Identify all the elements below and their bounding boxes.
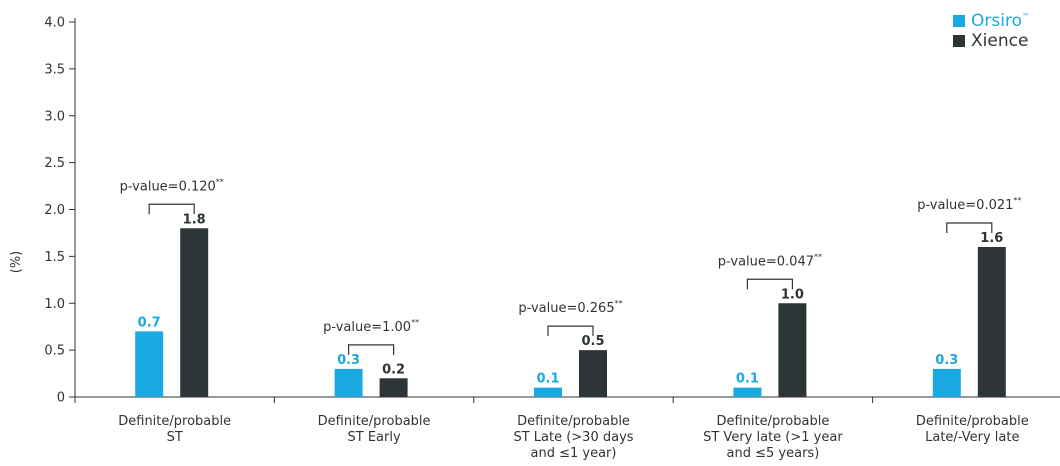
x-category-label-line: Definite/probable bbox=[916, 414, 1029, 429]
x-category-label-line: Definite/probable bbox=[716, 414, 829, 429]
p-value-text: p-value=0.265** bbox=[518, 299, 622, 316]
x-category-label-line: and ≤5 years) bbox=[727, 446, 820, 461]
legend-series-name: Orsiro bbox=[971, 11, 1022, 31]
y-tick-label: 3.0 bbox=[44, 109, 65, 124]
orsiro-legend-swatch bbox=[953, 15, 965, 27]
orsiro-data-label: 0.1 bbox=[736, 372, 759, 387]
y-tick-label: 3.5 bbox=[44, 62, 65, 77]
x-category-label-line: Definite/probable bbox=[517, 414, 630, 429]
xience-bar bbox=[778, 303, 807, 397]
orsiro-bar bbox=[932, 368, 961, 397]
xience-data-label: 1.8 bbox=[183, 212, 206, 227]
xience-bar bbox=[579, 350, 607, 397]
p-value-number: p-value=1.00 bbox=[323, 320, 411, 335]
p-value-number: p-value=0.021 bbox=[917, 198, 1013, 213]
orsiro-data-label: 0.3 bbox=[935, 353, 958, 368]
p-value-bracket bbox=[746, 278, 793, 290]
p-value-number: p-value=0.265 bbox=[518, 301, 614, 316]
y-tick-label: 2.5 bbox=[44, 156, 65, 171]
y-tick-label: 4.0 bbox=[44, 16, 65, 31]
x-category-label-line: and ≤1 year) bbox=[531, 446, 617, 461]
x-category-label: Definite/probable ST Late (>30 days and ≤1… bbox=[513, 414, 633, 461]
orsiro-data-label: 0.1 bbox=[536, 372, 559, 387]
legend-series-name: Xience bbox=[971, 31, 1028, 51]
y-axis: 0 0.5 1.0 1.5 2.0 2.5 3.0 3.5 4.0 bbox=[44, 16, 76, 406]
p-value-text: p-value=1.00** bbox=[323, 318, 419, 335]
xience-data-label: 1.0 bbox=[781, 287, 804, 302]
orsiro-data-label: 0.7 bbox=[138, 315, 161, 330]
p-value-bracket bbox=[348, 344, 395, 355]
xience-data-label: 0.2 bbox=[382, 362, 405, 377]
y-tick-label: 0.5 bbox=[44, 344, 65, 359]
x-category-label-line: ST bbox=[167, 430, 183, 445]
y-tick-label: 1.5 bbox=[44, 250, 65, 265]
x-category-label-line: ST Very late (>1 year bbox=[703, 430, 843, 445]
p-value-footnote-mark: ** bbox=[411, 318, 419, 327]
x-category-label: Definite/probable ST bbox=[118, 414, 231, 445]
p-value-text: p-value=0.021** bbox=[917, 196, 1021, 213]
p-value-annotations: p-value=0.120**p-value=1.00**p-value=0.2… bbox=[120, 177, 1021, 355]
p-value-text: p-value=0.120** bbox=[120, 177, 224, 194]
p-value-bracket bbox=[547, 325, 594, 337]
x-category-label-line: Definite/probable bbox=[118, 414, 231, 429]
x-category-label-line: Definite/probable bbox=[318, 414, 431, 429]
p-value-footnote-mark: ** bbox=[814, 252, 822, 261]
xience-data-label: 0.5 bbox=[581, 334, 604, 349]
orsiro-bar bbox=[733, 387, 762, 397]
x-category-label-line: Late/-Very late bbox=[925, 430, 1019, 445]
x-category-label: Definite/probable Late/-Very late bbox=[916, 414, 1029, 445]
x-category-label-line: ST Early bbox=[348, 430, 401, 445]
xience-bar bbox=[977, 247, 1006, 397]
y-tick-label: 2.0 bbox=[44, 203, 65, 218]
xience-bar bbox=[180, 228, 209, 397]
x-category-label: Definite/probable ST Very late (>1 year an… bbox=[703, 414, 843, 461]
x-category-label-line: ST Late (>30 days bbox=[513, 430, 633, 445]
orsiro-bar bbox=[135, 331, 164, 397]
orsiro-bar bbox=[334, 368, 363, 397]
p-value-footnote-mark: ** bbox=[1013, 196, 1021, 205]
y-tick-label: 1.0 bbox=[44, 297, 65, 312]
xience-data-label: 1.6 bbox=[980, 231, 1003, 246]
p-value-number: p-value=0.120 bbox=[120, 179, 216, 194]
bars: 0.7 1.8 0.3 0.2 0.1 0.5 0.1 1.0 0.3 1.6 bbox=[135, 212, 1006, 397]
p-value-bracket bbox=[946, 222, 993, 233]
xience-bar bbox=[379, 378, 408, 397]
xience-legend-swatch bbox=[953, 35, 965, 47]
p-value-footnote-mark: ** bbox=[615, 299, 623, 308]
trademark-mark: ™ bbox=[1022, 12, 1030, 21]
y-tick-label: 0 bbox=[57, 391, 65, 406]
orsiro-legend-label: Orsiro™ bbox=[971, 11, 1030, 31]
p-value-text: p-value=0.047** bbox=[718, 252, 822, 269]
p-value-bracket bbox=[148, 203, 195, 215]
x-category-label: Definite/probable ST Early bbox=[318, 414, 431, 445]
orsiro-bar bbox=[534, 387, 562, 397]
xience-legend-label: Xience bbox=[971, 31, 1028, 51]
p-value-number: p-value=0.047 bbox=[718, 254, 814, 269]
p-value-footnote-mark: ** bbox=[216, 177, 224, 186]
orsiro-data-label: 0.3 bbox=[337, 353, 360, 368]
y-axis-label: (%) bbox=[9, 251, 24, 274]
